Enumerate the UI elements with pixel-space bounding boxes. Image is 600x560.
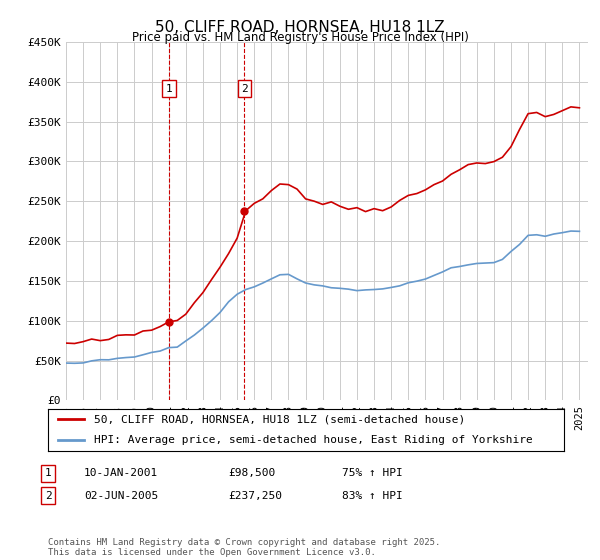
Text: 50, CLIFF ROAD, HORNSEA, HU18 1LZ (semi-detached house): 50, CLIFF ROAD, HORNSEA, HU18 1LZ (semi-… bbox=[94, 414, 466, 424]
Text: 1: 1 bbox=[166, 83, 173, 94]
Text: 10-JAN-2001: 10-JAN-2001 bbox=[84, 468, 158, 478]
Text: HPI: Average price, semi-detached house, East Riding of Yorkshire: HPI: Average price, semi-detached house,… bbox=[94, 435, 533, 445]
Text: £237,250: £237,250 bbox=[228, 491, 282, 501]
Text: 83% ↑ HPI: 83% ↑ HPI bbox=[342, 491, 403, 501]
Text: 2: 2 bbox=[44, 491, 52, 501]
Text: £98,500: £98,500 bbox=[228, 468, 275, 478]
Text: 75% ↑ HPI: 75% ↑ HPI bbox=[342, 468, 403, 478]
Text: 02-JUN-2005: 02-JUN-2005 bbox=[84, 491, 158, 501]
Text: Contains HM Land Registry data © Crown copyright and database right 2025.
This d: Contains HM Land Registry data © Crown c… bbox=[48, 538, 440, 557]
Text: Price paid vs. HM Land Registry's House Price Index (HPI): Price paid vs. HM Land Registry's House … bbox=[131, 31, 469, 44]
Text: 1: 1 bbox=[44, 468, 52, 478]
Text: 50, CLIFF ROAD, HORNSEA, HU18 1LZ: 50, CLIFF ROAD, HORNSEA, HU18 1LZ bbox=[155, 20, 445, 35]
Text: 2: 2 bbox=[241, 83, 248, 94]
